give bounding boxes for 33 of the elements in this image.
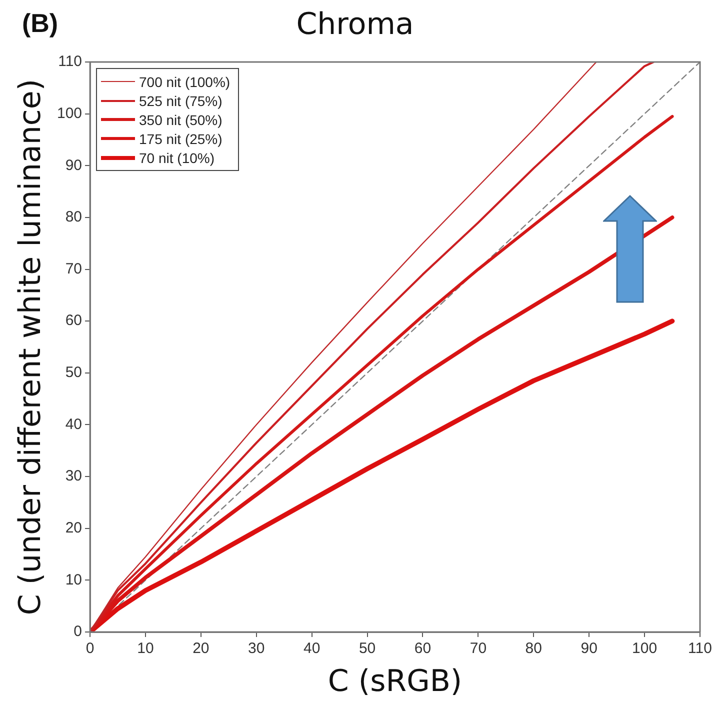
x-tick-label: 0 (86, 640, 94, 658)
legend-label: 350 nit (50%) (139, 112, 222, 128)
x-tick-label: 100 (632, 640, 658, 658)
x-tick-label: 40 (303, 640, 320, 658)
x-tick-label: 10 (137, 640, 154, 658)
x-tick-label: 30 (248, 640, 265, 658)
legend-label: 700 nit (100%) (139, 74, 230, 90)
y-tick-label: 100 (56, 104, 82, 122)
text: (B) (22, 8, 58, 38)
x-tick-label: 20 (192, 640, 210, 658)
x-tick-label: 50 (358, 640, 376, 658)
x-tick-label: 80 (525, 640, 542, 658)
y-tick-label: 70 (65, 260, 82, 278)
y-tick-label: 20 (65, 520, 82, 537)
x-tick-label: 70 (470, 640, 487, 658)
y-tick-label: 60 (65, 312, 82, 330)
y-tick-label: 80 (65, 208, 82, 226)
x-tick-label: 110 (688, 640, 712, 658)
y-axis-title: C (under different white luminance) (12, 78, 48, 616)
y-tick-label: 10 (65, 571, 82, 588)
y-tick-label: 50 (65, 364, 82, 382)
y-tick-label: 40 (65, 416, 82, 433)
legend-label: 70 nit (10%) (139, 150, 214, 166)
y-tick-label: 90 (65, 156, 82, 174)
x-tick-label: 90 (580, 640, 598, 658)
x-tick-label: 60 (414, 640, 432, 658)
y-tick-label: 0 (74, 623, 82, 640)
legend-label: 525 nit (75%) (139, 92, 222, 108)
y-tick-label: 110 (58, 53, 82, 70)
legend-label: 175 nit (25%) (139, 130, 222, 146)
x-axis-title: C (sRGB) (328, 664, 462, 699)
chart-title: Chroma (296, 6, 414, 42)
y-tick-label: 30 (65, 468, 82, 485)
